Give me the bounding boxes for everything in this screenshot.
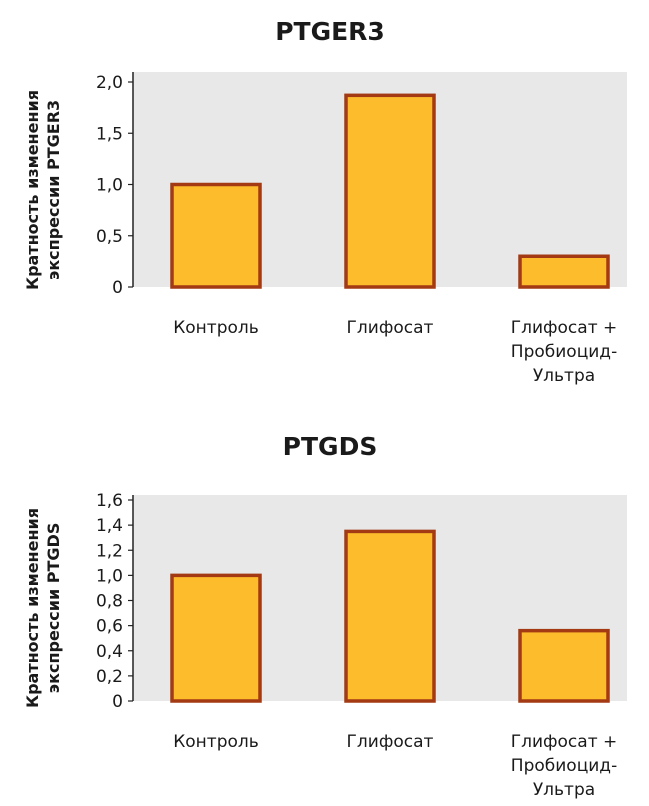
chart-1-category-label-line: Глифосат bbox=[347, 732, 434, 752]
chart-1-y-tick-label: 1,6 bbox=[96, 491, 123, 511]
chart-0-bar-3 bbox=[518, 254, 610, 289]
chart-1-category-label-line: Пробиоцид- bbox=[511, 756, 617, 776]
chart-1-y-tick-label: 1,4 bbox=[96, 516, 123, 536]
chart-1-category-label-line: Глифосат + bbox=[511, 732, 618, 752]
chart-1-y-tick-label: 0,6 bbox=[96, 617, 123, 637]
chart-1-y-tick-label: 0 bbox=[112, 692, 123, 712]
chart-1-y-axis-label: Кратность изменения экспрессии PTGDS bbox=[23, 508, 63, 708]
chart-1-category-label-line: Ультра bbox=[533, 780, 595, 800]
chart-0-category-label-line: Глифосат bbox=[347, 318, 434, 338]
chart-1-y-tick-label: 0,2 bbox=[96, 667, 123, 687]
chart-ptgds-svg: PTGDS 1,6 1,4 1,2 1,0 0,8 0,6 0,4 0,2 0 Кратность … bbox=[23, 432, 627, 800]
chart-0-y-axis-label-line: экспрессии PTGER3 bbox=[44, 100, 63, 280]
chart-1-y-tick-label: 1,0 bbox=[96, 566, 123, 586]
chart-1-category-label: Глифосат bbox=[347, 732, 434, 752]
chart-0-y-axis-label-line: Кратность изменения bbox=[23, 90, 42, 290]
chart-0-bar-1 bbox=[170, 182, 262, 289]
chart-0-category-label: Глифосат + Пробиоцид- Ультра bbox=[511, 318, 618, 386]
chart-0-category-label-line: Контроль bbox=[173, 318, 259, 338]
chart-ptger3-svg: PTGER3 2,0 1,5 1,0 0,5 0 Кратность изменения эк… bbox=[23, 17, 627, 386]
chart-0-bar-2 bbox=[344, 93, 436, 289]
chart-1-category-label: Контроль bbox=[173, 732, 259, 752]
chart-1-title: PTGDS bbox=[283, 432, 378, 461]
chart-0-category-label-line: Ультра bbox=[533, 366, 595, 386]
chart-0-y-tick-label: 1,5 bbox=[96, 124, 123, 144]
chart-0-category-label-line: Глифосат + bbox=[511, 318, 618, 338]
chart-1-bar-1 bbox=[170, 573, 262, 703]
chart-1-bar-2 bbox=[344, 529, 436, 703]
chart-1-y-tick-label: 0,8 bbox=[96, 592, 123, 612]
chart-0-y-tick-label: 2,0 bbox=[96, 73, 123, 93]
chart-1-y-tick-label: 1,2 bbox=[96, 541, 123, 561]
chart-0-category-label-line: Пробиоцид- bbox=[511, 342, 617, 362]
chart-0-y-tick-label: 0,5 bbox=[96, 227, 123, 247]
chart-1-y-axis-label-line: Кратность изменения bbox=[23, 508, 42, 708]
chart-1-y-axis-label-line: экспрессии PTGDS bbox=[44, 523, 63, 694]
chart-ptger3: PTGER3 2,0 1,5 1,0 0,5 0 Кратность изменения эк… bbox=[0, 0, 649, 400]
chart-0-y-tick-label: 1,0 bbox=[96, 176, 123, 196]
chart-0-category-label: Глифосат bbox=[347, 318, 434, 338]
chart-0-category-label: Контроль bbox=[173, 318, 259, 338]
chart-0-y-axis-label: Кратность изменения экспрессии PTGER3 bbox=[23, 90, 63, 290]
chart-1-category-label-line: Контроль bbox=[173, 732, 259, 752]
chart-0-title: PTGER3 bbox=[275, 17, 385, 46]
chart-1-bar-3 bbox=[518, 628, 610, 703]
chart-ptgds: PTGDS 1,6 1,4 1,2 1,0 0,8 0,6 0,4 0,2 0 Кратность … bbox=[0, 410, 649, 802]
chart-1-y-tick-label: 0,4 bbox=[96, 642, 123, 662]
chart-1-category-label: Глифосат + Пробиоцид- Ультра bbox=[511, 732, 618, 800]
chart-0-y-tick-label: 0 bbox=[112, 278, 123, 298]
